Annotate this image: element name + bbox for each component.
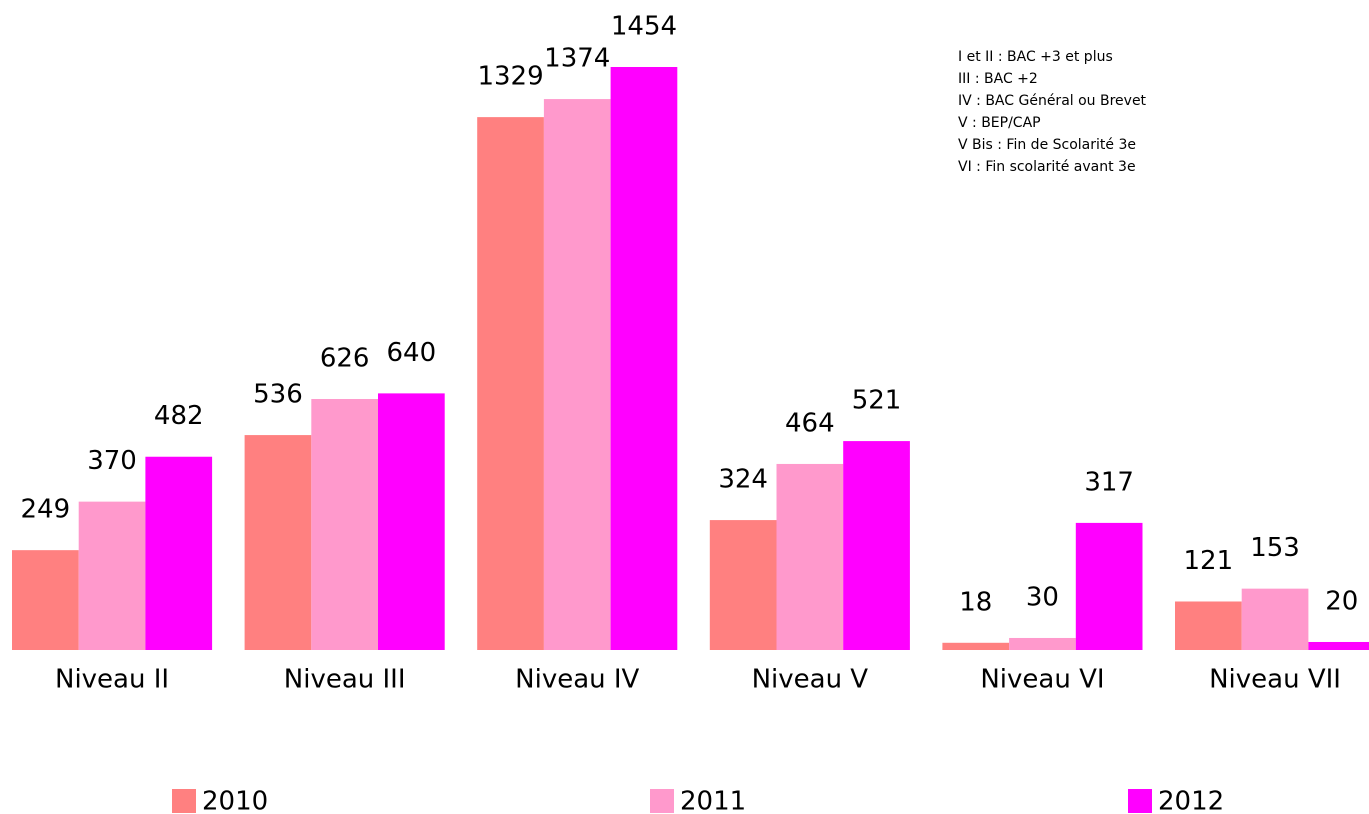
- value-label: 521: [852, 386, 902, 416]
- bar: [1075, 522, 1143, 650]
- x-tick-label: Niveau IV: [515, 665, 639, 695]
- x-tick-label: Niveau III: [284, 665, 406, 695]
- bar: [543, 99, 611, 650]
- value-label: 249: [21, 495, 71, 525]
- legend-swatch: [172, 789, 196, 813]
- annotation: V : BEP/CAP: [958, 115, 1041, 131]
- value-label: 1374: [544, 44, 610, 74]
- value-label: 18: [959, 587, 992, 617]
- value-label: 626: [320, 343, 370, 373]
- bar: [1308, 641, 1369, 650]
- bar: [610, 67, 678, 650]
- legend-swatch: [650, 789, 674, 813]
- x-tick-label: Niveau II: [55, 665, 169, 695]
- value-label: 1454: [611, 12, 677, 42]
- value-label: 370: [87, 446, 137, 476]
- bar: [378, 393, 445, 650]
- annotation: V Bis : Fin de Scolarité 3e: [958, 137, 1136, 153]
- value-label: 121: [1184, 546, 1234, 576]
- annotation: I et II : BAC +3 et plus: [958, 49, 1113, 65]
- bar: [843, 441, 910, 650]
- x-tick-label: Niveau VI: [980, 665, 1104, 695]
- bar: [709, 520, 777, 650]
- value-label: 482: [154, 401, 204, 431]
- bar: [244, 435, 312, 650]
- bar: [477, 117, 544, 650]
- value-label: 464: [785, 408, 835, 438]
- x-tick-label: Niveau V: [752, 665, 869, 695]
- value-label: 20: [1325, 586, 1358, 616]
- annotation: IV : BAC Général ou Brevet: [958, 93, 1147, 109]
- value-label: 536: [253, 380, 303, 410]
- bar: [1241, 588, 1309, 650]
- legend-label: 2011: [680, 787, 746, 814]
- bar: [942, 642, 1010, 650]
- value-label: 1329: [477, 62, 543, 92]
- legend-label: 2012: [1158, 787, 1224, 814]
- bar: [12, 550, 79, 650]
- bar: [1175, 601, 1242, 650]
- value-label: 317: [1084, 467, 1134, 497]
- x-tick-label: Niveau VII: [1209, 665, 1341, 695]
- annotation: VI : Fin scolarité avant 3e: [958, 159, 1136, 175]
- value-label: 640: [387, 338, 437, 368]
- bar: [311, 398, 378, 650]
- value-label: 153: [1250, 533, 1300, 563]
- legend-label: 2010: [202, 787, 268, 814]
- bar: [1009, 637, 1076, 650]
- legend-swatch: [1128, 789, 1152, 813]
- annotation: III : BAC +2: [958, 71, 1038, 87]
- bar: [78, 501, 146, 650]
- value-label: 30: [1026, 582, 1059, 612]
- bar: [776, 463, 844, 650]
- value-label: 324: [718, 465, 768, 495]
- bar: [145, 456, 213, 650]
